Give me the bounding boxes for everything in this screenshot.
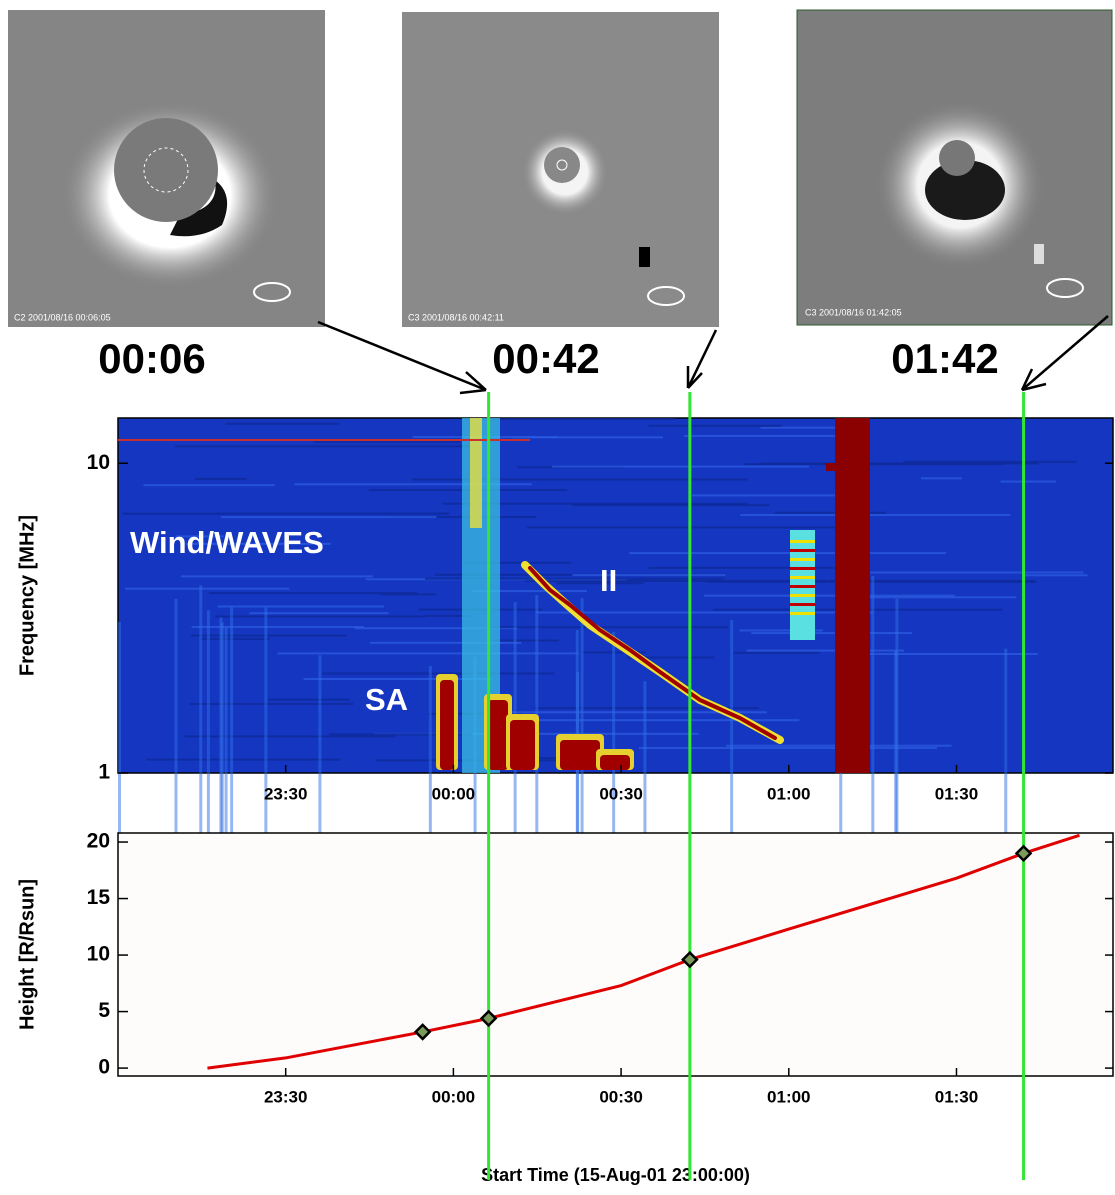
y-tick-label: 10 <box>87 451 110 474</box>
spectrum-texture <box>493 640 559 642</box>
spectrum-texture <box>192 626 364 628</box>
annotation: II <box>600 563 617 598</box>
sa-burst <box>488 700 508 770</box>
spectrum-texture <box>684 435 848 437</box>
coronagraph-image: C3 2001/08/16 00:42:11 <box>402 12 719 327</box>
image-caption: C3 2001/08/16 01:42:05 <box>805 307 902 317</box>
spectrum-texture <box>733 652 819 654</box>
spectrum-texture <box>200 638 270 640</box>
y-tick-label: 1 <box>98 761 110 784</box>
spectrum-texture <box>143 484 274 486</box>
x-tick-label: 01:00 <box>767 784 810 803</box>
spectrum-texture <box>323 673 555 675</box>
y-axis-label: Height [R/Rsun] <box>16 879 38 1030</box>
x-tick-label: 01:00 <box>767 1087 810 1106</box>
image-caption: C2 2001/08/16 00:06:05 <box>14 312 111 322</box>
interference-line <box>790 594 815 597</box>
spectrum-texture <box>381 593 437 595</box>
y-axis-label: Frequency [MHz] <box>16 515 38 676</box>
spectrum-texture <box>573 574 726 576</box>
coronagraph-image: C3 2001/08/16 01:42:05 <box>797 10 1112 325</box>
burst-column <box>470 418 482 528</box>
spectrum-texture <box>123 513 450 515</box>
spectrum-texture <box>649 567 854 569</box>
sa-burst <box>600 755 630 770</box>
spectrum-texture <box>195 478 246 480</box>
spectrum-texture <box>226 423 340 425</box>
spectrum-texture <box>175 445 479 447</box>
spectrum-texture <box>848 653 1038 655</box>
x-tick-label: 00:30 <box>599 1087 642 1106</box>
spectrum-texture <box>649 425 782 427</box>
spectrum-texture <box>536 612 873 614</box>
x-tick-label: 00:00 <box>432 784 475 803</box>
y-tick-label: 5 <box>98 999 110 1022</box>
y-tick-label: 10 <box>87 943 110 966</box>
y-tick-label: 0 <box>98 1056 110 1079</box>
spectrum-texture <box>278 652 579 654</box>
x-tick-label: 01:30 <box>935 784 978 803</box>
spectrum-texture <box>181 575 373 577</box>
saturation-band <box>835 418 870 773</box>
spectrum-texture <box>527 526 839 528</box>
interference-line <box>790 567 815 570</box>
interference-line <box>790 603 815 606</box>
annotation: SA <box>365 682 408 717</box>
y-tick-label: 20 <box>87 830 110 853</box>
spectrum-texture <box>249 612 388 614</box>
spectrum-texture <box>552 466 809 468</box>
plots: Wind/WAVES II SA 23:30 00:00 00:30 01:00 01:30 1… <box>16 392 1113 1185</box>
spectrum-texture <box>1025 574 1088 576</box>
spectrum-texture <box>490 626 728 628</box>
spectrum-texture <box>745 463 1004 465</box>
saturation-band <box>826 463 835 471</box>
x-tick-label: 00:30 <box>599 784 642 803</box>
spectrum-texture <box>760 427 846 429</box>
spectrum-texture <box>268 699 349 701</box>
spectrum-texture <box>842 572 1083 574</box>
x-tick-label: 23:30 <box>264 1087 307 1106</box>
spectrum-texture <box>629 552 946 554</box>
image-caption: C3 2001/08/16 00:42:11 <box>408 312 504 322</box>
x-tick-label: 00:00 <box>432 1087 475 1106</box>
plot-area <box>118 833 1113 1076</box>
image-time: 01:42 <box>891 335 998 382</box>
spectrum-texture <box>313 441 460 443</box>
y-tick-label: 15 <box>87 886 111 909</box>
spectrum-texture <box>215 616 425 618</box>
interference-line <box>790 585 815 588</box>
spectrum-texture <box>218 605 384 607</box>
spectrum-texture <box>692 494 850 496</box>
spectrum-texture <box>740 514 1010 516</box>
spectrum-texture <box>747 650 904 652</box>
x-tick-label: 23:30 <box>264 784 307 803</box>
interference-line <box>790 576 815 579</box>
figure: C2 2001/08/16 00:06:05 C3 2001/08/16 00:… <box>0 0 1115 1190</box>
interference-line <box>790 549 815 552</box>
spectrum-texture <box>489 418 675 420</box>
interference-line <box>790 558 815 561</box>
coronagraph-image: C2 2001/08/16 00:06:05 <box>8 10 325 327</box>
spectrum-texture <box>221 516 437 518</box>
interference-line <box>790 540 815 543</box>
x-axis-label: Start Time (15-Aug-01 23:00:00) <box>481 1165 750 1185</box>
interference-line <box>790 612 815 615</box>
spectrum-texture <box>639 747 937 749</box>
spectrum-texture <box>573 504 770 506</box>
spectrum-texture <box>125 588 289 590</box>
spectrum-texture <box>1001 481 1056 483</box>
spectrum-texture <box>191 635 346 637</box>
annotation: Wind/WAVES <box>130 525 324 560</box>
spectrum-texture <box>190 703 354 705</box>
spectrum-texture <box>751 632 912 634</box>
sa-burst <box>560 740 600 770</box>
x-tick-label: 01:30 <box>935 1087 978 1106</box>
image-time: 00:06 <box>98 335 205 382</box>
sa-burst <box>440 680 454 770</box>
spectrum-texture <box>534 719 799 721</box>
spectrum-texture <box>185 735 396 737</box>
sa-burst <box>510 720 535 770</box>
image-time: 00:42 <box>492 335 599 382</box>
spectrum-texture <box>921 477 962 479</box>
